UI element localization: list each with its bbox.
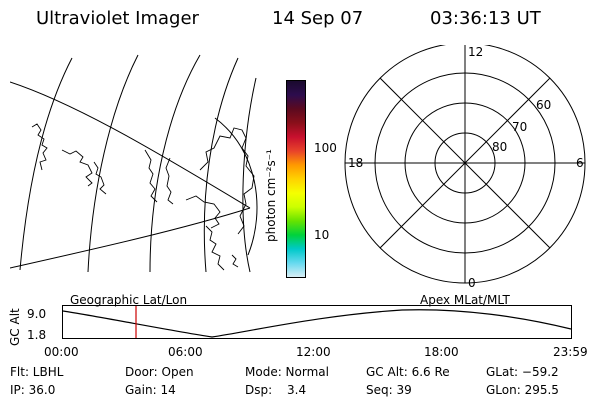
seq-info: Seq: 39	[366, 383, 412, 397]
meridian-line	[19, 57, 73, 271]
geographic-coord-label: Geographic Lat/Lon	[70, 293, 188, 307]
coastline	[185, 195, 221, 229]
gc-alt-axis-title: GC Alt	[8, 308, 22, 346]
timeline-frame	[62, 305, 572, 339]
colorbar-tick-100: 100	[314, 141, 337, 155]
colorbar-tick-10: 10	[314, 228, 330, 242]
coastline	[93, 161, 107, 195]
mlt-label-0: 0	[468, 276, 476, 290]
coastline	[31, 123, 48, 171]
coastline	[205, 225, 225, 271]
coastline	[144, 149, 158, 203]
lat-label-70: 70	[512, 120, 527, 134]
latitude-line	[214, 117, 258, 256]
gc-alt-min-label: 1.8	[27, 328, 47, 342]
gain-info: Gain: 14	[125, 383, 176, 397]
glat-info: GLat: −59.2	[486, 365, 559, 379]
coastline	[231, 254, 239, 268]
x-tick-1800: 18:00	[424, 345, 459, 359]
dsp-label: Dsp:	[245, 383, 273, 397]
coastline	[199, 127, 255, 235]
meridian-line	[87, 54, 139, 273]
filter-info: Flt: LBHL	[10, 365, 64, 379]
mode-info: Mode: Normal	[245, 365, 329, 379]
lat-label-80: 80	[492, 140, 507, 154]
x-tick-1200: 12:00	[296, 345, 331, 359]
meridian-line	[149, 54, 201, 273]
geographic-map	[10, 54, 258, 273]
orbit-timeline	[62, 305, 572, 339]
instrument-title: Ultraviolet Imager	[36, 8, 199, 29]
x-tick-0600: 06:00	[168, 345, 203, 359]
coastline	[165, 157, 174, 205]
door-info: Door: Open	[125, 365, 194, 379]
observation-date: 14 Sep 07	[272, 8, 364, 29]
gc-alt-info: GC Alt: 6.6 Re	[366, 365, 450, 379]
latitude-line	[10, 207, 251, 269]
latitude-line	[10, 81, 251, 209]
mlt-label-18: 18	[348, 156, 363, 170]
meridian-line	[203, 57, 239, 273]
lat-label-60: 60	[536, 98, 551, 112]
x-tick-0000: 00:00	[44, 345, 79, 359]
mlt-label-12: 12	[468, 45, 483, 59]
coastline	[61, 149, 93, 187]
dsp-value: 3.4	[287, 383, 307, 397]
polar-plot: 12 18 6 0 60 70 80	[344, 45, 586, 290]
orbit-altitude-curve	[62, 309, 572, 338]
meridian-line	[242, 77, 257, 273]
gc-alt-max-label: 9.0	[27, 307, 47, 321]
polar-diagonal	[379, 77, 551, 249]
colorbar-unit-label: photon cm⁻²s⁻¹	[264, 149, 278, 242]
x-tick-2359: 23:59	[553, 345, 588, 359]
apex-coord-label: Apex MLat/MLT	[420, 293, 510, 307]
mlt-label-6: 6	[576, 156, 584, 170]
glon-info: GLon: 295.5	[486, 383, 559, 397]
ip-info: IP: 36.0	[10, 383, 56, 397]
observation-time: 03:36:13 UT	[430, 8, 541, 29]
colorbar	[286, 80, 306, 278]
